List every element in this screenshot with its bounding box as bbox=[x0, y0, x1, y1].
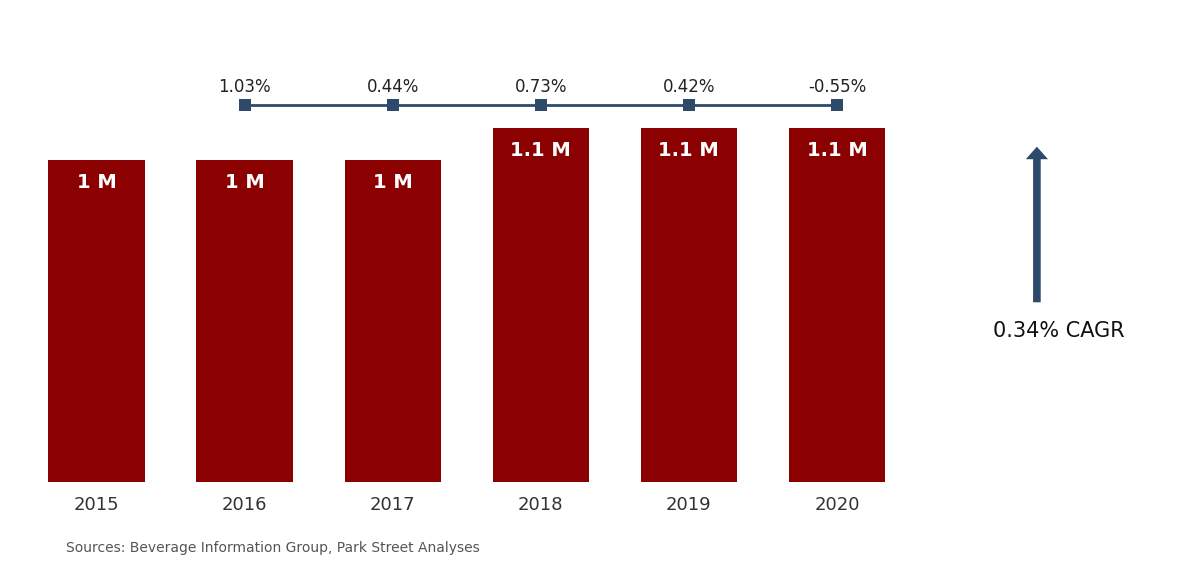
Text: 1 M: 1 M bbox=[224, 173, 264, 192]
Text: 1.1 M: 1.1 M bbox=[510, 141, 571, 160]
Text: 0.34% CAGR: 0.34% CAGR bbox=[994, 321, 1124, 341]
Text: 0.44%: 0.44% bbox=[366, 78, 419, 96]
Text: Sources: Beverage Information Group, Park Street Analyses: Sources: Beverage Information Group, Par… bbox=[66, 540, 480, 555]
Bar bbox=[788, 128, 886, 482]
Text: 1 M: 1 M bbox=[373, 173, 413, 192]
Bar bbox=[493, 128, 589, 482]
Text: 1.1 M: 1.1 M bbox=[659, 141, 719, 160]
Text: 1.03%: 1.03% bbox=[218, 78, 271, 96]
Text: 1.1 M: 1.1 M bbox=[806, 141, 868, 160]
Text: 1 M: 1 M bbox=[77, 173, 116, 192]
Text: 0.73%: 0.73% bbox=[515, 78, 568, 96]
Text: -0.55%: -0.55% bbox=[808, 78, 866, 96]
Bar bbox=[48, 160, 144, 482]
Bar bbox=[197, 160, 293, 482]
Text: 0.42%: 0.42% bbox=[662, 78, 715, 96]
Bar bbox=[641, 128, 737, 482]
Bar bbox=[344, 160, 440, 482]
